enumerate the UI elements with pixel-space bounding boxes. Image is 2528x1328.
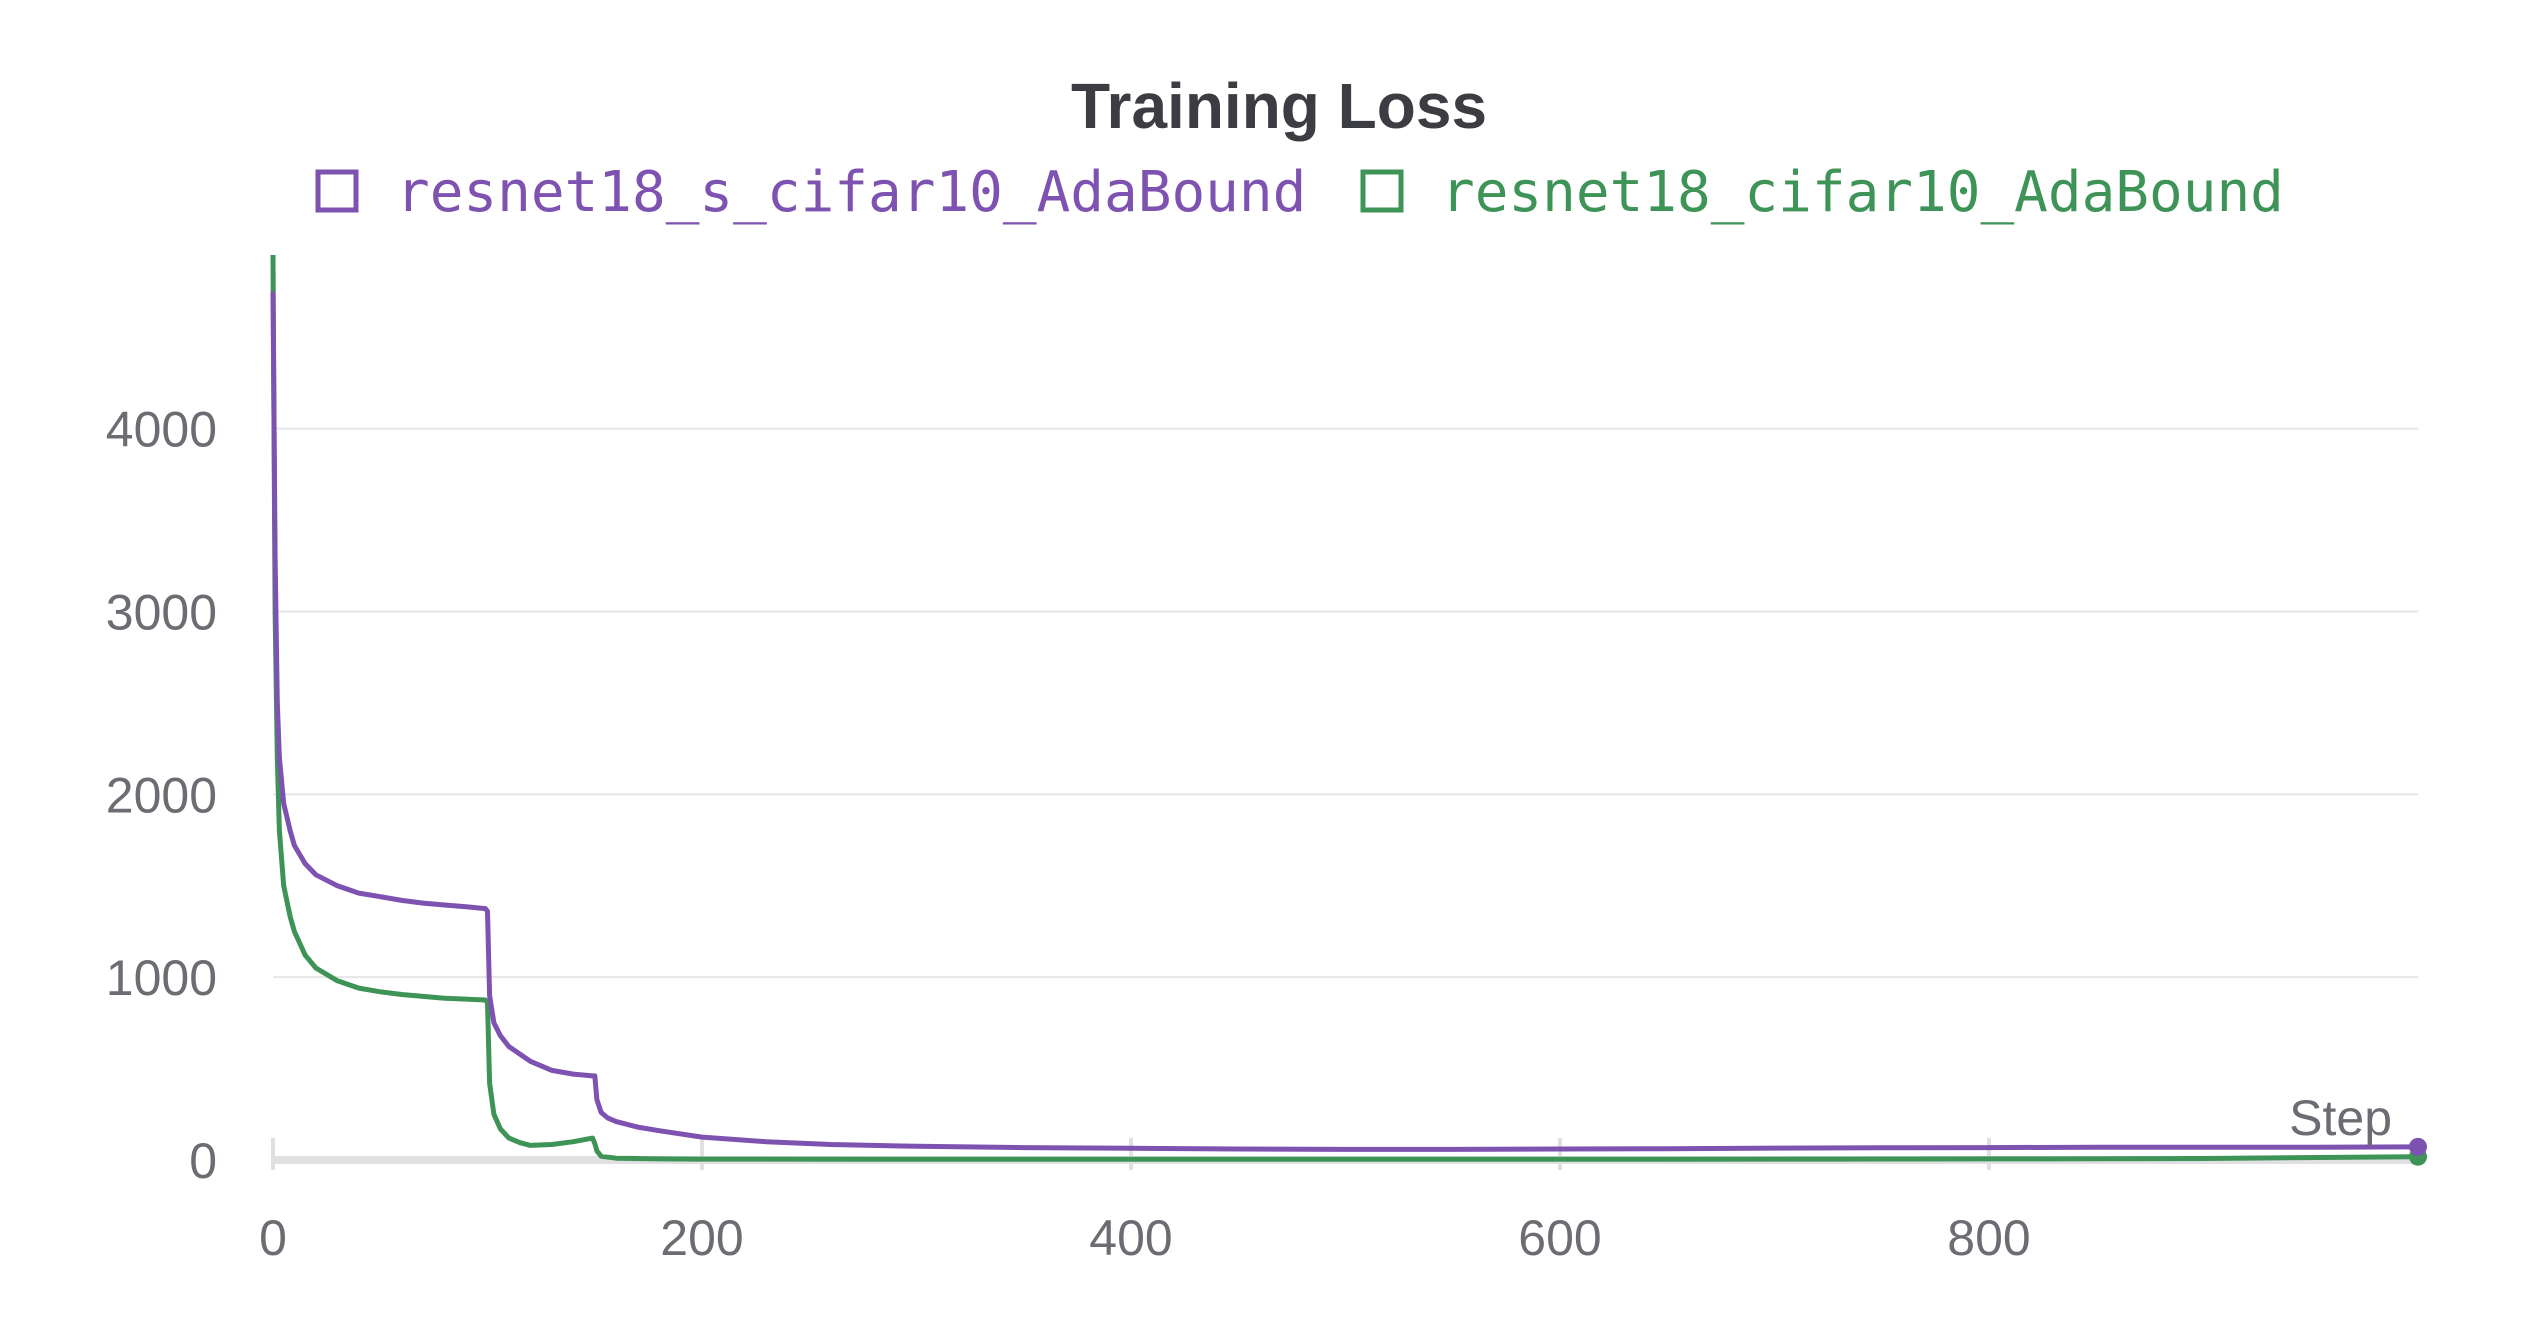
x-tick-label: 400 xyxy=(1089,1210,1172,1266)
y-tick-label: 2000 xyxy=(106,767,217,823)
x-tick-label: 600 xyxy=(1518,1210,1601,1266)
series-line xyxy=(270,254,2419,1162)
legend-label: resnet18_s_cifar10_AdaBound xyxy=(396,160,1306,225)
y-tick-label: 0 xyxy=(189,1133,217,1189)
series-layer xyxy=(270,254,2427,1166)
y-tick-label: 3000 xyxy=(106,585,217,641)
x-tick-label: 200 xyxy=(660,1210,743,1266)
series-line xyxy=(270,291,2419,1152)
series-end-point xyxy=(2409,1137,2427,1156)
legend: resnet18_s_cifar10_AdaBound resnet18_cifa… xyxy=(315,160,2284,225)
y-tick-label: 1000 xyxy=(106,950,217,1006)
y-axis: 0 1000 2000 3000 4000 xyxy=(106,402,217,1189)
legend-item[interactable]: resnet18_s_cifar10_AdaBound xyxy=(315,160,1306,225)
chart-title: Training Loss xyxy=(1071,70,1487,142)
x-axis-label: Step xyxy=(2289,1090,2392,1146)
legend-swatch xyxy=(1360,169,1404,213)
legend-swatch xyxy=(315,169,359,213)
y-tick-label: 4000 xyxy=(106,402,217,458)
legend-label: resnet18_cifar10_AdaBound xyxy=(1441,160,2284,225)
legend-item[interactable]: resnet18_cifar10_AdaBound xyxy=(1360,160,2284,225)
x-tick-label: 0 xyxy=(259,1210,287,1266)
x-tick-label: 800 xyxy=(1947,1210,2030,1266)
grid-lines xyxy=(273,427,2418,979)
